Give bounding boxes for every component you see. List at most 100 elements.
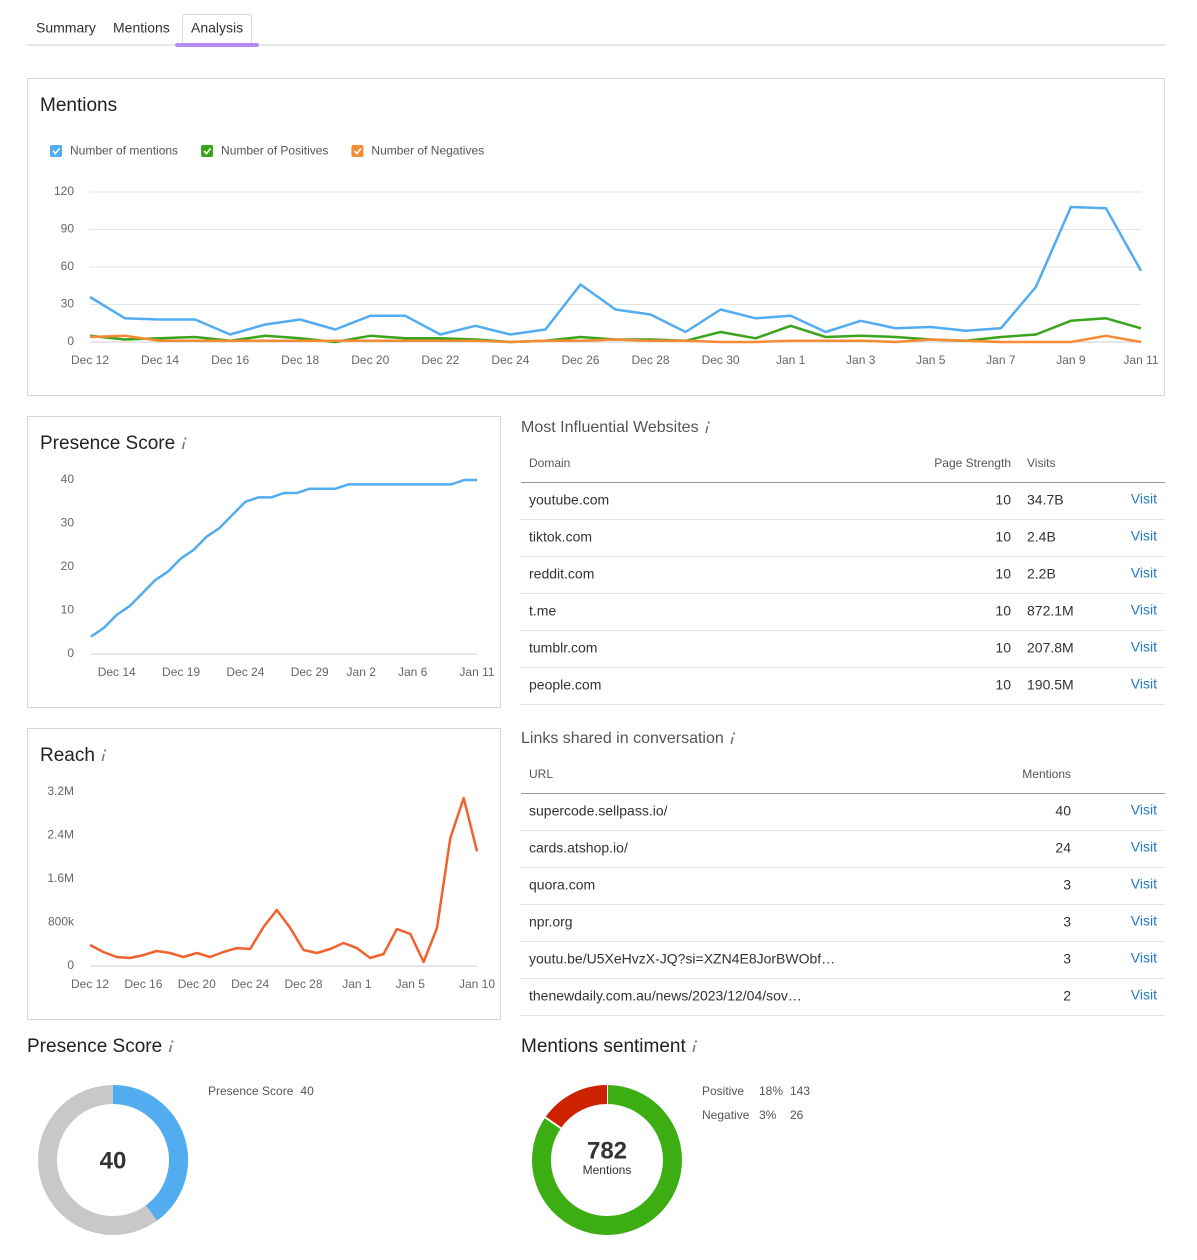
legend-label: Positive (702, 1084, 744, 1098)
info-icon-dot (732, 732, 736, 735)
info-icon-stem (692, 1044, 696, 1053)
visit-link[interactable]: Visit (1131, 950, 1157, 966)
table-cell: npr.org (529, 914, 573, 930)
donut-segment (545, 1085, 608, 1129)
legend-check (52, 148, 61, 155)
info-icon-stem (705, 425, 709, 434)
legend-percent: 3% (759, 1108, 777, 1122)
section-title: Presence Score (27, 1036, 162, 1057)
table-cell: youtu.be/U5XeHvzX-JQ?si=XZN4E8JorBWObf… (529, 951, 835, 967)
table-cell: thenewdaily.com.au/news/2023/12/04/sov… (529, 988, 802, 1004)
visit-link[interactable]: Visit (1131, 676, 1157, 692)
visit-link[interactable]: Visit (1131, 802, 1157, 818)
info-icon-stem (168, 1044, 172, 1053)
series-line (89, 334, 1142, 344)
legend-count: 26 (790, 1108, 804, 1122)
x-tick-label: Jan 1 (776, 353, 806, 367)
x-tick-label: Jan 1 (342, 977, 372, 991)
y-tick-label: 0 (67, 334, 74, 348)
visit-link[interactable]: Visit (1131, 602, 1157, 618)
visit-link[interactable]: Visit (1131, 528, 1157, 544)
table-cell: t.me (529, 603, 556, 619)
table-cell: 3 (1063, 914, 1071, 930)
x-tick-label: Dec 20 (178, 977, 216, 991)
x-tick-label: Jan 2 (347, 665, 377, 679)
legend-check (353, 148, 362, 155)
card-title: Reach (40, 745, 95, 766)
donut-center-label: Mentions (583, 1163, 632, 1177)
info-icon-dot (694, 1040, 698, 1043)
info-icon-dot (707, 421, 710, 424)
info-icon (692, 1040, 698, 1053)
legend-item[interactable]: Number of Positives (201, 144, 328, 158)
table-header: Domain (529, 456, 570, 470)
legend-checkbox (351, 145, 364, 157)
segment-gap (544, 1116, 562, 1130)
tab[interactable]: Summary (36, 20, 96, 36)
info-icon-dot (104, 749, 107, 752)
x-tick-label: Dec 24 (231, 977, 269, 991)
x-tick-label: Dec 22 (421, 353, 459, 367)
visit-link[interactable]: Visit (1131, 491, 1157, 507)
table-cell: supercode.sellpass.io/ (529, 803, 668, 819)
legend-label: Number of mentions (70, 144, 178, 158)
table-cell: 10 (995, 640, 1011, 656)
section-title: Mentions sentiment (521, 1036, 686, 1057)
legend-value: 40 (300, 1084, 314, 1098)
x-tick-label: Jan 6 (398, 665, 428, 679)
legend-item[interactable]: Number of mentions (50, 144, 178, 158)
table-cell: 2.4B (1027, 529, 1056, 545)
y-tick-label: 10 (61, 603, 75, 617)
info-icon (181, 437, 187, 450)
x-tick-label: Dec 30 (702, 353, 740, 367)
info-icon (101, 749, 107, 762)
donut-segment (112, 1085, 188, 1221)
visit-link[interactable]: Visit (1131, 987, 1157, 1003)
table-cell: 10 (995, 603, 1011, 619)
table-cell: 207.8M (1027, 640, 1074, 656)
series-line (90, 478, 477, 638)
card (27, 78, 1165, 396)
visit-link[interactable]: Visit (1131, 876, 1157, 892)
tab[interactable]: Mentions (113, 20, 170, 36)
x-tick-label: Jan 9 (1056, 353, 1086, 367)
y-tick-label: 800k (48, 915, 75, 929)
legend-label: Number of Negatives (371, 144, 484, 158)
x-tick-label: Jan 3 (846, 353, 876, 367)
visit-link[interactable]: Visit (1131, 565, 1157, 581)
info-icon-dot (184, 437, 187, 440)
tab-active[interactable]: Analysis (191, 20, 243, 36)
x-tick-label: Dec 28 (285, 977, 323, 991)
y-tick-label: 0 (67, 958, 74, 972)
table-cell: tiktok.com (529, 529, 592, 545)
x-tick-label: Jan 7 (986, 353, 1016, 367)
y-tick-label: 20 (61, 559, 75, 573)
visit-link[interactable]: Visit (1131, 839, 1157, 855)
visit-link[interactable]: Visit (1131, 639, 1157, 655)
table-cell: tumblr.com (529, 640, 597, 656)
series-line (89, 796, 479, 964)
x-tick-label: Jan 11 (459, 665, 494, 679)
x-tick-label: Dec 19 (162, 665, 200, 679)
x-tick-label: Dec 12 (71, 977, 109, 991)
table-cell: 40 (1055, 803, 1071, 819)
y-tick-label: 90 (61, 222, 75, 236)
legend-check (203, 148, 212, 155)
visit-link[interactable]: Visit (1131, 913, 1157, 929)
y-tick-label: 2.4M (47, 828, 74, 842)
x-tick-label: Jan 5 (916, 353, 946, 367)
table-cell: 24 (1055, 840, 1071, 856)
legend-item[interactable]: Number of Negatives (351, 144, 484, 158)
table-cell: reddit.com (529, 566, 594, 582)
table-cell: 2.2B (1027, 566, 1056, 582)
table-cell: 872.1M (1027, 603, 1074, 619)
legend-label: Negative (702, 1108, 750, 1122)
x-tick-label: Dec 20 (351, 353, 389, 367)
info-icon-stem (181, 441, 185, 450)
y-tick-label: 30 (61, 516, 75, 530)
x-tick-label: Dec 24 (226, 665, 264, 679)
card (27, 416, 501, 708)
legend-percent: 18% (759, 1084, 783, 1098)
table-header: Mentions (1022, 767, 1071, 781)
